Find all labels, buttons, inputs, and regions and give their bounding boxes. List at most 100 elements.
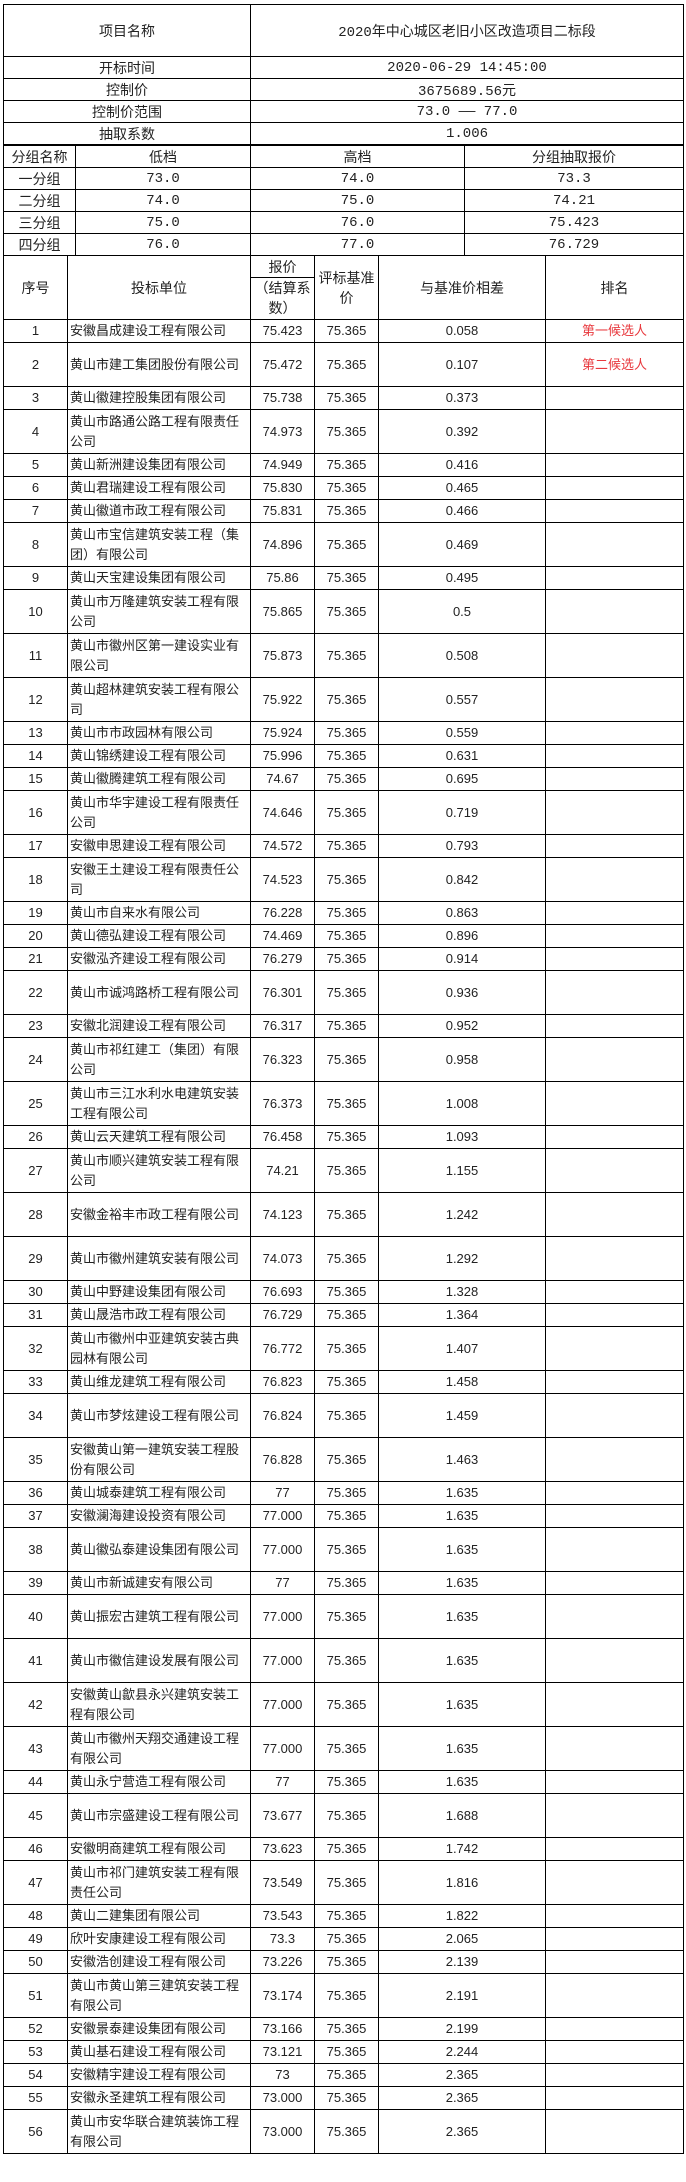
group-name: 一分组 [3,167,76,190]
project-name-label: 项目名称 [3,4,251,57]
rank [545,901,684,925]
bid-no: 41 [3,1638,68,1683]
header-price-bottom: （结算系数） [251,277,314,318]
table-row: 34 黄山市梦炫建设工程有限公司 76.824 75.365 1.459 [3,1393,684,1438]
bid-no: 17 [3,834,68,858]
bid-no: 34 [3,1393,68,1438]
group-row: 四分组 76.0 77.0 76.729 [3,233,684,256]
rank [545,1682,684,1727]
rank [545,1236,684,1281]
bid-price: 75.830 [250,476,315,500]
bid-no: 7 [3,499,68,523]
rank [545,790,684,835]
bid-no: 6 [3,476,68,500]
bidder-name: 黄山中野建设集团有限公司 [67,1280,251,1304]
base-price: 75.365 [314,1037,379,1082]
base-price: 75.365 [314,1793,379,1838]
rank [545,1837,684,1861]
bid-no: 42 [3,1682,68,1727]
price-diff: 1.458 [378,1370,546,1394]
table-row: 10 黄山市万隆建筑安装工程有限公司 75.865 75.365 0.5 [3,589,684,634]
price-diff: 0.793 [378,834,546,858]
rank [545,744,684,768]
bid-no: 36 [3,1481,68,1505]
base-price: 75.365 [314,1504,379,1528]
price-diff: 1.635 [378,1682,546,1727]
price-diff: 0.495 [378,566,546,590]
table-row: 45 黄山市宗盛建设工程有限公司 73.677 75.365 1.688 [3,1793,684,1838]
base-price: 75.365 [314,767,379,791]
base-price: 75.365 [314,2040,379,2064]
header-price: 报价 （结算系数） [250,255,315,320]
bidder-name: 黄山市安华联合建筑装饰工程有限公司 [67,2109,251,2154]
group-low: 74.0 [75,189,251,212]
bidder-name: 安徽泓齐建设工程有限公司 [67,947,251,971]
rank [545,409,684,454]
rank [545,857,684,902]
price-diff: 0.631 [378,744,546,768]
group-table: 分组名称 低档 高档 分组抽取报价 一分组 73.0 74.0 73.3 二分组 74.0… [3,145,684,256]
price-diff: 0.958 [378,1037,546,1082]
control-price-label: 控制价 [3,78,251,101]
table-row: 19 黄山市自来水有限公司 76.228 75.365 0.863 [3,901,684,925]
bid-no: 51 [3,1973,68,2018]
rank [545,1280,684,1304]
rank [545,1594,684,1639]
group-low: 75.0 [75,211,251,234]
base-price: 75.365 [314,857,379,902]
price-diff: 1.635 [378,1571,546,1595]
base-price: 75.365 [314,566,379,590]
group-row: 一分组 73.0 74.0 73.3 [3,167,684,190]
rank [545,1303,684,1327]
rank [545,1014,684,1038]
bidder-name: 黄山基石建设工程有限公司 [67,2040,251,2064]
bid-no: 2 [3,342,68,387]
base-price: 75.365 [314,1481,379,1505]
rank [545,1770,684,1794]
base-price: 75.365 [314,1837,379,1861]
price-diff: 1.688 [378,1793,546,1838]
bidder-name: 安徽澜海建设投资有限公司 [67,1504,251,1528]
base-price: 75.365 [314,901,379,925]
bidder-name: 黄山云天建筑工程有限公司 [67,1125,251,1149]
rank [545,1638,684,1683]
base-price: 75.365 [314,1125,379,1149]
bid-no: 39 [3,1571,68,1595]
table-row: 41 黄山市徽信建设发展有限公司 77.000 75.365 1.635 [3,1638,684,1683]
rank [545,566,684,590]
base-price: 75.365 [314,1437,379,1482]
price-diff: 1.292 [378,1236,546,1281]
bid-price: 75.873 [250,633,315,678]
table-row: 32 黄山市徽州中亚建筑安装古典园林有限公司 76.772 75.365 1.407 [3,1326,684,1371]
group-high: 75.0 [250,189,465,212]
control-price-value: 3675689.56元 [250,78,684,101]
table-row: 4 黄山市路通公路工程有限责任公司 74.973 75.365 0.392 [3,409,684,454]
table-row: 47 黄山市祁门建筑安装工程有限责任公司 73.549 75.365 1.816 [3,1860,684,1905]
coefficient-label: 抽取系数 [3,122,251,145]
table-row: 24 黄山市祁红建工（集团）有限公司 76.323 75.365 0.958 [3,1037,684,1082]
open-time-row: 开标时间 2020-06-29 14:45:00 [3,56,684,79]
table-row: 20 黄山德弘建设工程有限公司 74.469 75.365 0.896 [3,924,684,948]
table-row: 40 黄山振宏古建筑工程有限公司 77.000 75.365 1.635 [3,1594,684,1639]
rank [545,947,684,971]
base-price: 75.365 [314,1081,379,1126]
bid-price: 74.123 [250,1192,315,1237]
price-diff: 1.155 [378,1148,546,1193]
price-diff: 1.635 [378,1770,546,1794]
base-price: 75.365 [314,1527,379,1572]
control-price-row: 控制价 3675689.56元 [3,78,684,101]
bidder-name: 黄山徽建控股集团有限公司 [67,386,251,410]
bid-price: 75.472 [250,342,315,387]
bidder-name: 安徽申思建设工程有限公司 [67,834,251,858]
price-diff: 1.463 [378,1437,546,1482]
bid-no: 5 [3,453,68,477]
bid-price: 75.831 [250,499,315,523]
price-diff: 2.365 [378,2063,546,2087]
bid-no: 15 [3,767,68,791]
bidder-name: 黄山市建工集团股份有限公司 [67,342,251,387]
table-row: 56 黄山市安华联合建筑装饰工程有限公司 73.000 75.365 2.365 [3,2109,684,2154]
base-price: 75.365 [314,342,379,387]
table-row: 54 安徽精宇建设工程有限公司 73 75.365 2.365 [3,2063,684,2087]
bidder-name: 黄山维龙建筑工程有限公司 [67,1370,251,1394]
base-price: 75.365 [314,924,379,948]
